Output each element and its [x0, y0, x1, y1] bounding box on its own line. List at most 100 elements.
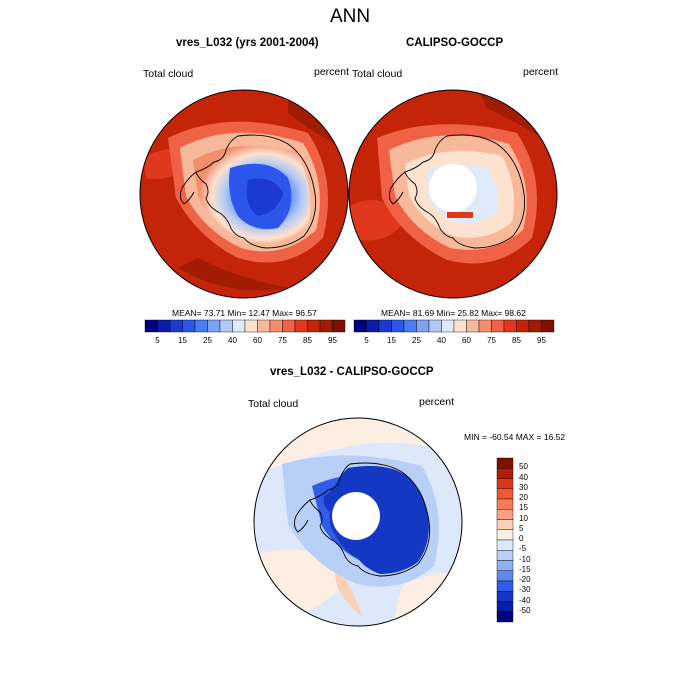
colorbar-swatch — [157, 319, 171, 333]
panel2-coastline — [404, 134, 526, 249]
panel3-stats: MIN = -60.54 MAX = 16.52 — [464, 432, 566, 442]
colorbar-tick-label: -20 — [519, 575, 531, 584]
panel2-map-border — [348, 89, 558, 299]
colorbar-tick-label: 85 — [512, 336, 521, 345]
panel2-missing-data-hole — [429, 164, 477, 212]
figure-title: ANN — [329, 6, 371, 27]
colorbar-tick-label: 50 — [519, 462, 528, 472]
colorbar-swatch — [496, 550, 514, 561]
colorbar-swatch — [496, 468, 514, 479]
colorbar-swatch — [428, 319, 442, 333]
panel1-cloud-band — [246, 178, 283, 216]
panel1-map-border — [139, 89, 349, 299]
colorbar-tick-label: 25 — [412, 336, 421, 345]
colorbar-swatch — [491, 319, 505, 333]
colorbar-swatch — [207, 319, 221, 333]
colorbar-tick-label: 95 — [537, 336, 546, 345]
colorbar-swatch — [496, 519, 514, 530]
colorbar-swatch — [378, 319, 392, 333]
panel1-units-label: percent — [314, 66, 350, 78]
colorbar-tick-label: 30 — [519, 482, 528, 492]
panel1-peninsula-coastline — [179, 171, 197, 205]
panel1-variable-label: Total cloud — [143, 68, 194, 80]
colorbar-tick-label: 5 — [155, 336, 160, 345]
panel1-coastline — [195, 134, 317, 249]
colorbar-tick-label: 15 — [519, 503, 528, 513]
panel1-cloud-band — [178, 258, 288, 291]
colorbar-tick-label: 10 — [519, 513, 528, 523]
colorbar-swatch — [391, 319, 405, 333]
panel2-stats: MEAN= 81.69 Min= 25.82 Max= 98.62 — [381, 308, 526, 318]
panel2-cloud-band — [447, 212, 473, 218]
colorbar-swatch — [503, 319, 517, 333]
colorbar-swatch — [257, 319, 271, 333]
colorbar-swatch — [366, 319, 380, 333]
colorbar-swatch — [269, 319, 283, 333]
panel3-map-border — [253, 417, 463, 627]
panel3-title: vres_L032 - CALIPSO-GOCCP — [270, 366, 434, 378]
colorbar-swatch — [144, 319, 158, 333]
colorbar-swatch — [478, 319, 492, 333]
colorbar-tick-label: 40 — [228, 336, 237, 345]
colorbar-tick-label: 15 — [387, 336, 396, 345]
colorbar-tick-label: -50 — [519, 605, 531, 615]
colorbar-tick-label: 60 — [462, 336, 471, 345]
colorbar-tick-label: 40 — [437, 336, 446, 345]
colorbar-tick-label: -40 — [519, 595, 531, 605]
colorbar-swatch — [182, 319, 196, 333]
panel2-units-label: percent — [523, 66, 559, 78]
colorbar-swatch — [496, 591, 514, 602]
colorbar-tick-label: 95 — [328, 336, 337, 345]
panel1-colorbar — [144, 319, 346, 333]
colorbar-tick-label: 60 — [253, 336, 262, 345]
panel2-peninsula-coastline — [388, 171, 406, 205]
colorbar-swatch — [232, 319, 246, 333]
colorbar-swatch — [244, 319, 258, 333]
colorbar-swatch — [496, 498, 514, 510]
colorbar-swatch — [294, 319, 308, 333]
colorbar-tick-label: 85 — [303, 336, 312, 345]
colorbar-tick-label: 75 — [278, 336, 287, 345]
colorbar-swatch — [307, 319, 321, 333]
colorbar-tick-label: -30 — [519, 585, 531, 595]
panel3-polar-map — [253, 417, 463, 627]
colorbar-tick-label: -15 — [519, 564, 531, 574]
colorbar-tick-label: 0 — [519, 534, 524, 543]
colorbar-swatch — [496, 560, 514, 571]
panel1-stats: MEAN= 73.71 Min= 12.47 Max= 96.57 — [172, 308, 317, 318]
colorbar-swatch — [496, 457, 514, 469]
panel1-title: vres_L032 (yrs 2001-2004) — [176, 37, 319, 49]
colorbar-swatch — [319, 319, 333, 333]
colorbar-swatch — [496, 529, 514, 541]
colorbar-swatch — [496, 611, 514, 623]
panel2-polar-map — [348, 89, 558, 299]
colorbar-tick-label: 75 — [487, 336, 496, 345]
panel2-title: CALIPSO-GOCCP — [406, 37, 504, 49]
colorbar-tick-label: 5 — [519, 523, 524, 533]
panel3-missing-data-hole — [332, 492, 380, 540]
panel3-variable-label: Total cloud — [248, 398, 299, 410]
colorbar-swatch — [496, 580, 514, 592]
colorbar-tick-label: 5 — [364, 336, 369, 345]
colorbar-swatch — [416, 319, 430, 333]
colorbar-swatch — [194, 319, 208, 333]
colorbar-swatch — [453, 319, 467, 333]
panel2-colorbar — [353, 319, 555, 333]
colorbar-swatch — [528, 319, 542, 333]
colorbar-swatch — [496, 509, 514, 520]
colorbar-swatch — [541, 319, 555, 333]
colorbar-swatch — [516, 319, 530, 333]
colorbar-tick-label: -5 — [519, 544, 527, 554]
colorbar-tick-label: 15 — [178, 336, 187, 345]
panel3-coastline — [309, 462, 431, 577]
panel3-units-label: percent — [419, 396, 455, 408]
colorbar-swatch — [496, 570, 514, 582]
colorbar-swatch — [496, 478, 514, 489]
colorbar-swatch — [219, 319, 233, 333]
colorbar-swatch — [496, 601, 514, 612]
colorbar-swatch — [332, 319, 346, 333]
panel3-colorbar — [496, 457, 514, 623]
colorbar-tick-label: 25 — [203, 336, 212, 345]
panel2-variable-label: Total cloud — [352, 68, 403, 80]
colorbar-swatch — [403, 319, 417, 333]
